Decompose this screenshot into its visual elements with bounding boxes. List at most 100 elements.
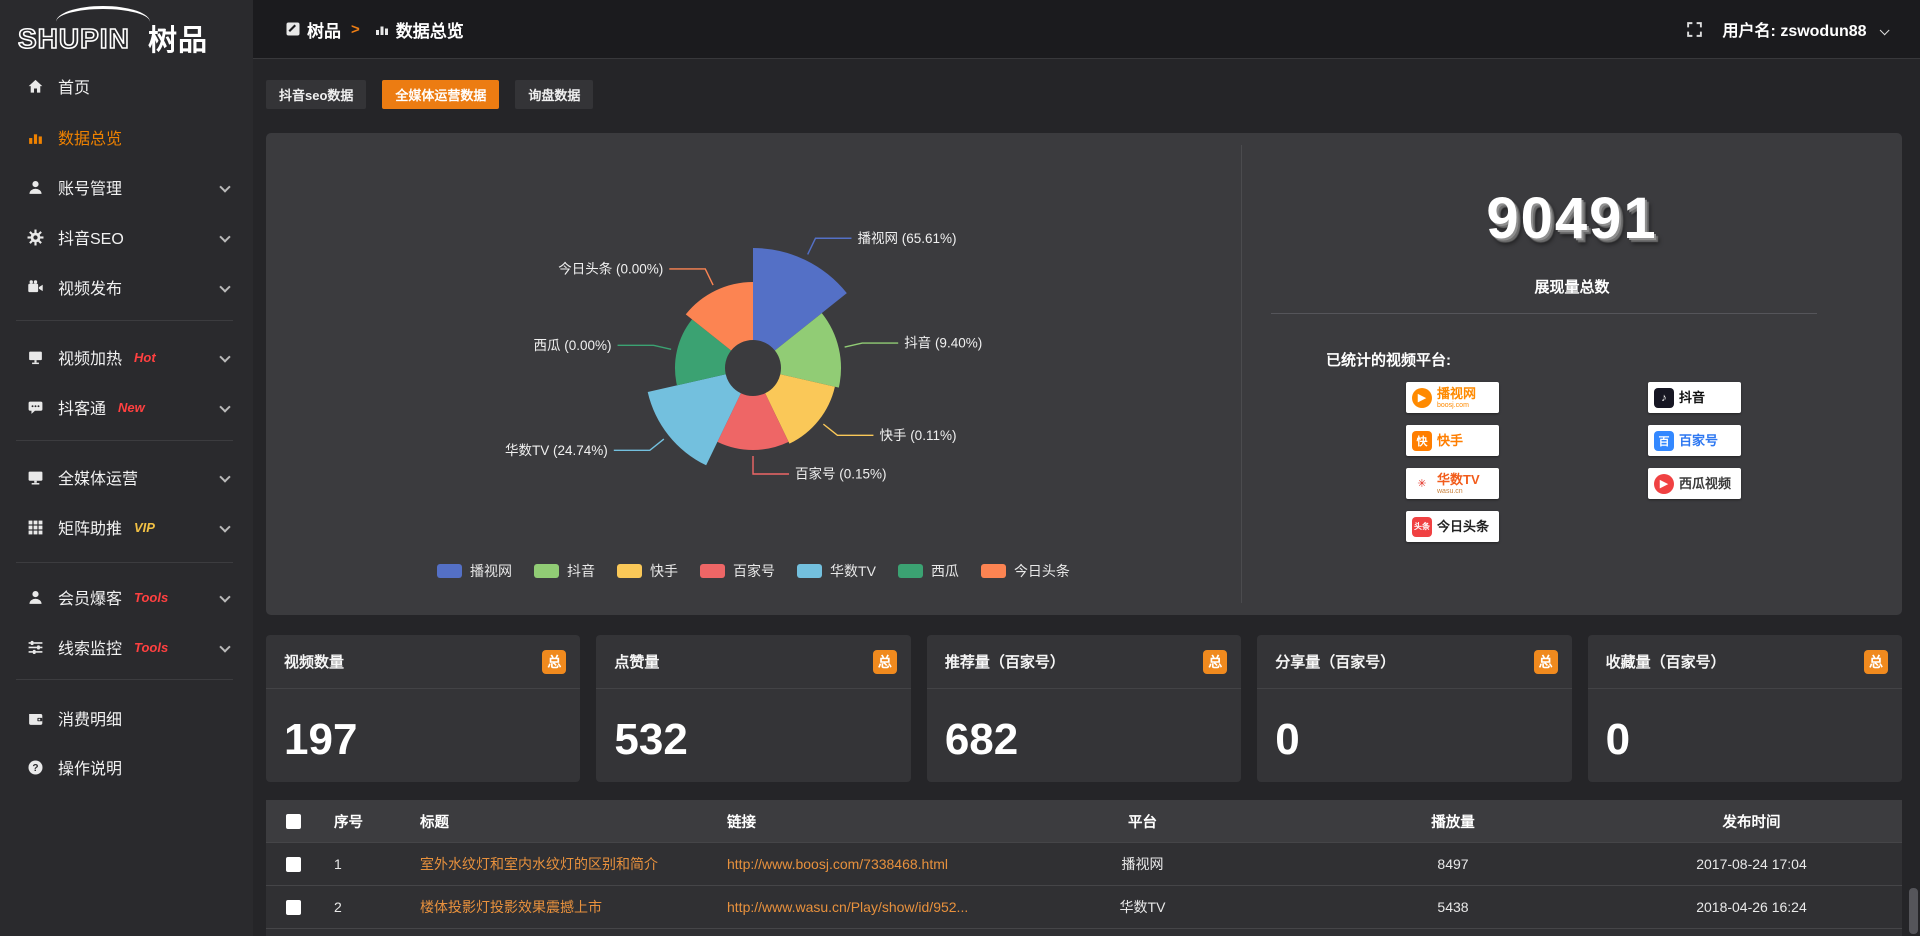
- sidebar-item-6[interactable]: 视频加热 Hot: [0, 339, 253, 375]
- legend-item-2[interactable]: 抖音: [534, 561, 595, 581]
- monitor-icon: [27, 469, 44, 486]
- sidebar-item-13[interactable]: ? 操作说明: [0, 749, 253, 785]
- video-title-link[interactable]: 楼体投影灯投影效果震撼上市: [420, 899, 602, 915]
- sidebar-item-5[interactable]: 视频发布: [0, 269, 253, 305]
- legend-swatch: [897, 564, 923, 578]
- column-header: 标题: [420, 814, 449, 831]
- sidebar-item-11[interactable]: 线索监控 Tools: [0, 629, 253, 665]
- sidebar-item-10[interactable]: 会员爆客 Tools: [0, 579, 253, 615]
- pie-slice-2[interactable]: [774, 313, 841, 388]
- sidebar-item-1[interactable]: 首页: [0, 68, 253, 104]
- sidebar-item-label: 视频发布: [58, 281, 123, 298]
- sidebar-item-12[interactable]: 消费明细: [0, 700, 253, 736]
- sidebar-item-label: 线索监控: [58, 641, 123, 658]
- sidebar-divider: [16, 320, 233, 321]
- legend-label: 百家号: [733, 563, 776, 579]
- total-badge: 总: [542, 649, 567, 674]
- row-checkbox[interactable]: [286, 856, 301, 872]
- sidebar-divider: [16, 562, 233, 563]
- sidebar-item-label: 账号管理: [58, 181, 123, 198]
- sidebar-item-label: 抖音SEO: [58, 231, 124, 248]
- platform-name: 播视网: [1437, 385, 1477, 401]
- sidebar-item-tag: New: [118, 399, 145, 415]
- select-all-checkbox[interactable]: [286, 813, 301, 829]
- cell-num: 2: [334, 899, 342, 915]
- platform-badge-2-1: 快快手: [1406, 425, 1499, 456]
- sidebar-item-label: 操作说明: [58, 761, 123, 778]
- pie-label: 百家号 (0.15%): [795, 466, 887, 482]
- scrollbar-thumb[interactable]: [1909, 888, 1918, 934]
- platform-logo-icon: 头条: [1412, 516, 1432, 537]
- pie-label-line: [669, 268, 714, 286]
- username-menu[interactable]: 用户名: zswodun88: [1723, 17, 1890, 41]
- legend-item-5[interactable]: 华数TV: [797, 561, 876, 581]
- pie-slice-4[interactable]: [717, 393, 789, 450]
- legend-item-1[interactable]: 播视网: [437, 561, 512, 581]
- pie-slice-1[interactable]: [753, 248, 847, 351]
- stat-card-header: 视频数量 总: [266, 635, 581, 689]
- breadcrumb-section[interactable]: 树品: [307, 21, 341, 41]
- video-url-link[interactable]: http://www.boosj.com/7338468.html: [727, 856, 949, 872]
- chevron-down-icon: [1879, 25, 1890, 36]
- stat-card-5: 收藏量（百家号） 总 0: [1587, 635, 1903, 782]
- cell-plays: 8497: [1437, 856, 1469, 872]
- platform-logo-icon: ▶: [1654, 473, 1674, 494]
- stat-card-value: 682: [944, 715, 1019, 764]
- pie-slice-3[interactable]: [765, 374, 835, 444]
- sidebar-item-8[interactable]: 全媒体运营: [0, 459, 253, 495]
- pie-label-line: [613, 438, 665, 452]
- table-row-1: 1 室外水纹灯和室内水纹灯的区别和简介 http://www.boosj.com/7…: [266, 842, 1902, 885]
- sidebar-item-label: 会员爆客: [58, 591, 123, 608]
- video-title-link[interactable]: 室外水纹灯和室内水纹灯的区别和简介: [420, 856, 658, 872]
- rose-pie-chart: 播视网 (65.61%) 抖音 (9.40%) 快手 (0.11%) 百家号 (0.1…: [505, 231, 982, 482]
- row-checkbox[interactable]: [286, 899, 301, 915]
- column-header: 播放量: [1431, 814, 1475, 831]
- sidebar-item-tag: Tools: [134, 589, 169, 605]
- cell-time: 2017-08-24 17:04: [1696, 856, 1807, 872]
- chevron-down-icon: [219, 281, 231, 293]
- column-header: 平台: [1128, 814, 1157, 831]
- legend-item-6[interactable]: 西瓜: [897, 561, 959, 581]
- home-icon: [27, 78, 44, 95]
- legend-swatch: [617, 564, 643, 578]
- video-url-link[interactable]: http://www.wasu.cn/Play/show/id/952...: [727, 899, 969, 915]
- gear-icon: [27, 229, 44, 246]
- data-tabs: 抖音seo数据 全媒体运营数据 询盘数据: [266, 80, 594, 109]
- legend-item-4[interactable]: 百家号: [700, 561, 775, 581]
- stat-card-title: 分享量（百家号）: [1275, 654, 1396, 671]
- tab-1[interactable]: 抖音seo数据: [266, 80, 367, 109]
- breadcrumb-app-icon: [285, 21, 301, 37]
- chevron-down-icon: [219, 591, 231, 603]
- pie-label-line: [807, 237, 852, 255]
- platform-badge-1-1: ▶ 播视网 boosj.com: [1406, 382, 1499, 413]
- platform-badge-1-2: ♪ 抖音: [1648, 382, 1741, 413]
- platform-badge-3-2: ▶ 西瓜视频: [1648, 468, 1741, 499]
- tab-2[interactable]: 全媒体运营数据: [382, 80, 500, 109]
- legend-item-7[interactable]: 今日头条: [980, 561, 1070, 581]
- sidebar-item-4[interactable]: 抖音SEO: [0, 219, 253, 255]
- wallet-icon: [27, 710, 44, 727]
- sidebar: SHUPIN 树品 首页 数据总览 账号管理 抖音SEO 视频发布 视频加热 Hot 抖客通 N…: [0, 0, 253, 936]
- table-row-partial: [266, 928, 1902, 936]
- pie-slice-7[interactable]: [685, 282, 753, 351]
- sidebar-item-9[interactable]: 矩阵助推 VIP: [0, 509, 253, 545]
- stat-card-4: 分享量（百家号） 总 0: [1257, 635, 1572, 782]
- stat-card-2: 点赞量 总 532: [596, 635, 911, 782]
- pie-slice-5[interactable]: [647, 374, 741, 466]
- platform-name: 今日头条: [1437, 519, 1490, 534]
- table-row-2: 2 楼体投影灯投影效果震撼上市 http://www.wasu.cn/Play/sh…: [266, 885, 1902, 928]
- column-header: 链接: [727, 814, 756, 831]
- fullscreen-icon[interactable]: [1686, 21, 1703, 38]
- legend-item-3[interactable]: 快手: [617, 561, 678, 581]
- sidebar-nav: 首页数据总览账号管理抖音SEO 视频发布视频加热 Hot 抖客通 New 全媒体运营矩阵助…: [0, 60, 253, 936]
- sidebar-item-2[interactable]: 数据总览: [0, 119, 253, 155]
- tab-3[interactable]: 询盘数据: [515, 80, 594, 109]
- pie-slice-6[interactable]: [675, 319, 732, 386]
- chevron-down-icon: [219, 641, 231, 653]
- sidebar-item-label: 全媒体运营: [58, 471, 139, 488]
- sidebar-item-3[interactable]: 账号管理: [0, 169, 253, 205]
- sidebar-item-7[interactable]: 抖客通 New: [0, 389, 253, 425]
- username-value: zswodun88: [1780, 23, 1867, 40]
- chevron-down-icon: [219, 471, 231, 483]
- platform-name: 西瓜视频: [1679, 476, 1732, 491]
